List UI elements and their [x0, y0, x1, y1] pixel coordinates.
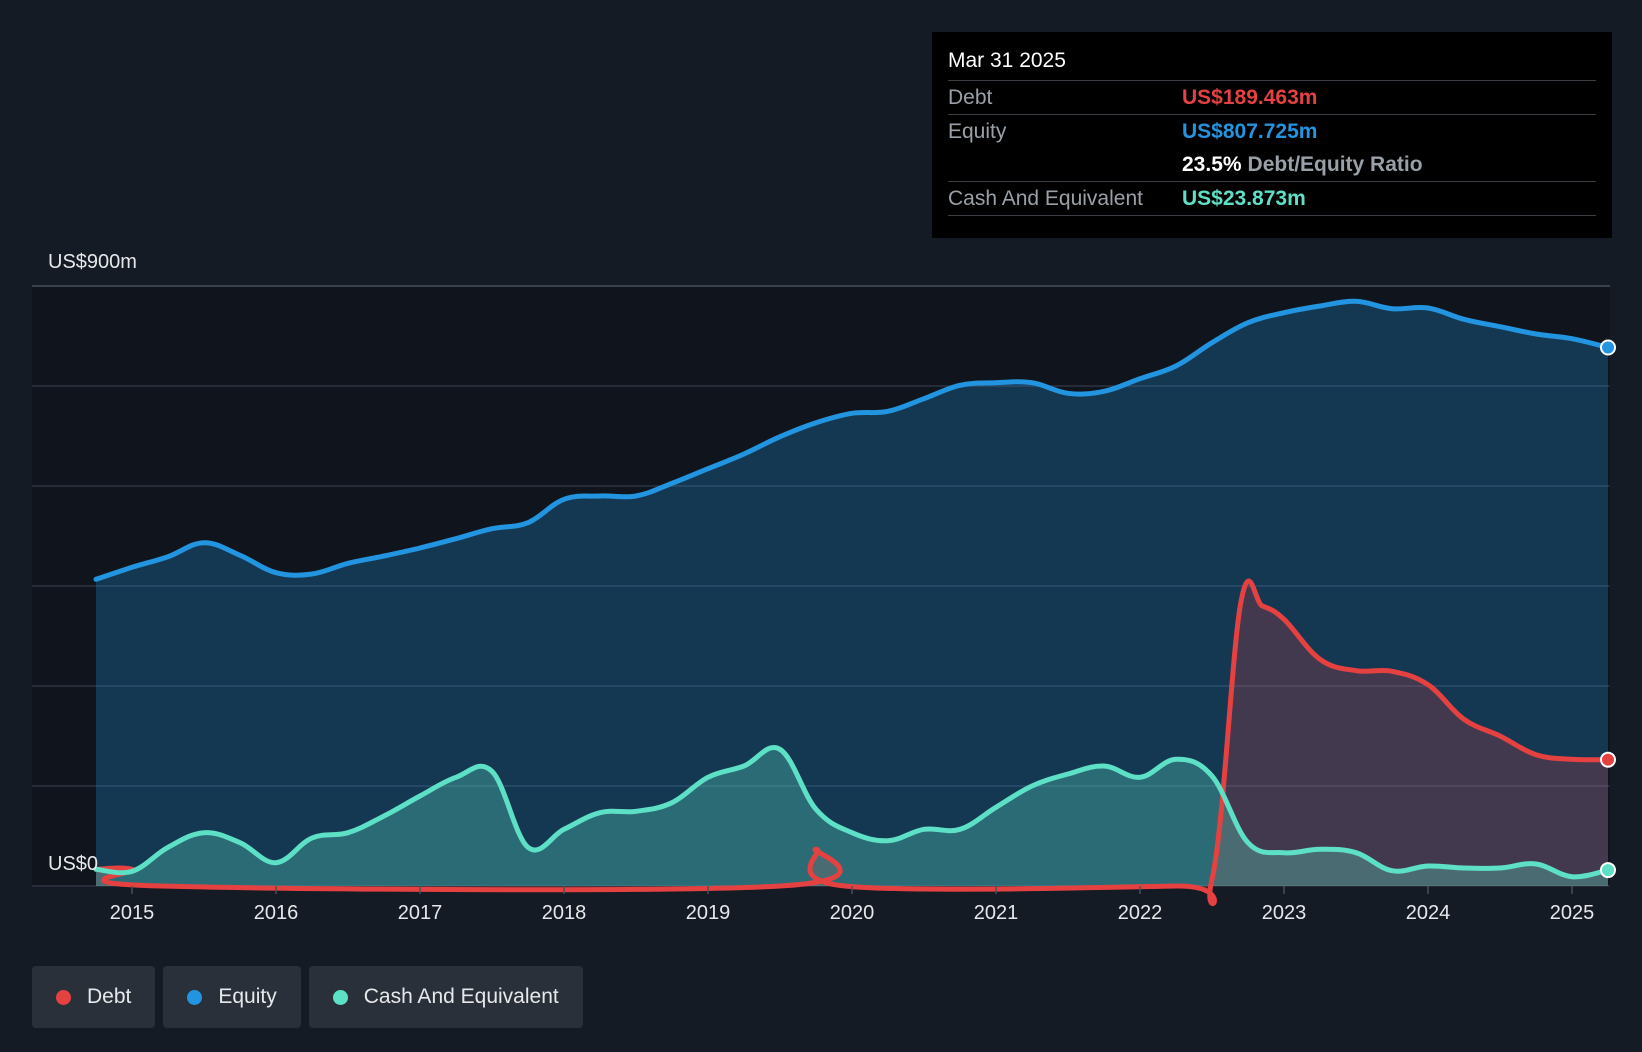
- tooltip-cash-label: Cash And Equivalent: [948, 187, 1143, 210]
- equity-area: [96, 301, 1608, 887]
- x-tick-label: 2021: [974, 902, 1019, 924]
- y-axis-top-label: US$900m: [48, 251, 137, 273]
- x-tick-label: 2018: [542, 902, 587, 924]
- x-tick-label: 2023: [1262, 902, 1307, 924]
- legend-item-debt[interactable]: Debt: [32, 966, 156, 1028]
- debt-line: [93, 578, 1611, 907]
- tooltip-equity-label: Equity: [948, 120, 1007, 143]
- equity-line: [93, 298, 1611, 582]
- x-tick-label: 2025: [1550, 902, 1595, 924]
- series-areas: [96, 301, 1608, 904]
- cash-and-equivalent-area: [96, 747, 1608, 886]
- tooltip-cash-row: Cash And Equivalent US$23.873m: [948, 182, 1596, 216]
- tooltip-ratio-row: 23.5% Debt/Equity Ratio: [948, 148, 1596, 182]
- x-tick-label: 2016: [254, 902, 299, 924]
- legend-label-cash: Cash And Equivalent: [363, 985, 559, 1008]
- tooltip-equity-row: Equity US$807.725m: [948, 115, 1596, 148]
- data-tooltip: Mar 31 2025 Debt US$189.463m Equity US$8…: [932, 32, 1612, 238]
- chart-legend: Debt Equity Cash And Equivalent: [32, 966, 583, 1028]
- cash-dot-icon: [332, 989, 348, 1005]
- series-lines: [93, 298, 1611, 907]
- debt-area: [96, 581, 1608, 904]
- cash-and-equivalent-end-point[interactable]: [1600, 862, 1616, 879]
- legend-label-debt: Debt: [87, 985, 132, 1008]
- tooltip-debt-row: Debt US$189.463m: [948, 81, 1596, 115]
- equity-end-point[interactable]: [1600, 339, 1616, 356]
- end-point-markers: [1600, 339, 1616, 879]
- x-tick-label: 2022: [1118, 902, 1163, 924]
- tooltip-date: Mar 31 2025: [948, 46, 1596, 81]
- cash-and-equivalent-line: [93, 745, 1611, 880]
- x-tick-label: 2024: [1406, 902, 1451, 924]
- x-tick-label: 2019: [686, 902, 731, 924]
- legend-item-equity[interactable]: Equity: [163, 966, 301, 1028]
- x-tick-label: 2015: [110, 902, 155, 924]
- legend-item-cash[interactable]: Cash And Equivalent: [308, 966, 583, 1028]
- tooltip-cash-value: US$23.873m: [1182, 187, 1306, 210]
- x-tick-label: 2017: [398, 902, 443, 924]
- tooltip-equity-value: US$807.725m: [1182, 120, 1318, 143]
- tooltip-ratio-label: Debt/Equity Ratio: [1247, 153, 1423, 176]
- x-tick-label: 2020: [830, 902, 875, 924]
- x-axis-ticks: 2015 2016 2017 2018 2019 2020 2021 2022 2023 2024…: [110, 886, 1595, 924]
- tooltip-ratio-value: 23.5%: [1182, 153, 1242, 176]
- debt-end-point[interactable]: [1600, 751, 1616, 768]
- debt-dot-icon: [56, 989, 71, 1005]
- y-axis-bottom-label: US$0: [48, 853, 98, 875]
- equity-dot-icon: [187, 989, 203, 1005]
- tooltip-debt-label: Debt: [948, 86, 993, 109]
- legend-label-equity: Equity: [218, 985, 277, 1008]
- tooltip-debt-value: US$189.463m: [1182, 86, 1318, 109]
